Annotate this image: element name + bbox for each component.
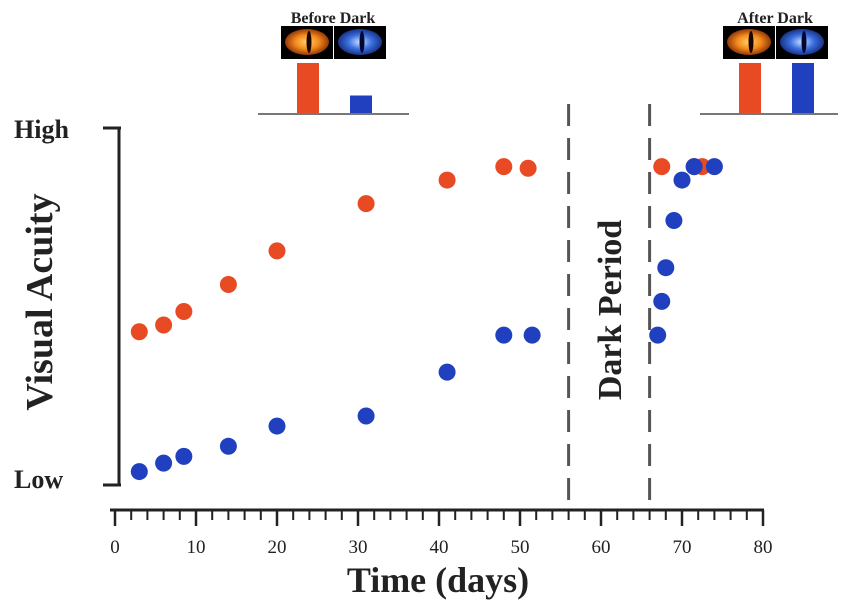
x-tick-label: 40: [430, 537, 449, 558]
y-tick-label-high: High: [14, 115, 69, 144]
point-orange: [519, 159, 537, 177]
point-blue: [685, 158, 703, 176]
point-orange: [155, 316, 173, 334]
point-blue: [665, 212, 683, 230]
inset-before-bar-orange: [297, 63, 319, 113]
point-blue: [495, 326, 513, 344]
point-blue: [155, 454, 173, 472]
x-tick-label: 30: [349, 537, 368, 558]
x-tick-label: 50: [511, 537, 530, 558]
x-tick-label: 80: [754, 537, 773, 558]
inset-after-title: After Dark: [737, 10, 813, 27]
inset-after-bar-orange: [739, 63, 761, 113]
point-orange: [653, 158, 671, 176]
x-axis-label: Time (days): [347, 560, 529, 600]
point-orange: [175, 303, 193, 320]
point-blue: [653, 292, 671, 310]
inset-after-dark: After Dark: [700, 10, 838, 115]
eye-orange-icon: [281, 26, 333, 59]
inset-before-dark: Before Dark: [258, 10, 409, 115]
point-orange: [438, 171, 456, 189]
x-tick-label: 10: [187, 537, 206, 558]
point-blue: [657, 259, 675, 277]
y-axis-label: Visual Acuity: [19, 193, 61, 410]
x-tick-label: 0: [110, 537, 120, 558]
x-tick-labels: 0 10 20 30 40 50 60 70 80: [110, 537, 772, 558]
x-ticks: [113, 510, 765, 526]
eye-blue-icon: [776, 26, 828, 59]
y-axis: High Low Visual Acuity: [14, 115, 121, 494]
x-axis: 0 10 20 30 40 50 60 70 80 Time (days): [110, 508, 773, 600]
dark-period-label: Dark Period: [592, 220, 629, 400]
point-orange: [357, 195, 375, 213]
inset-after-bar-blue: [792, 63, 814, 113]
dark-period: Dark Period: [567, 104, 652, 508]
eye-orange-icon: [723, 26, 775, 59]
x-tick-label: 60: [592, 537, 611, 558]
point-blue: [438, 363, 456, 381]
point-blue: [357, 407, 375, 425]
point-blue: [705, 158, 723, 176]
point-blue: [268, 417, 286, 435]
inset-before-bar-blue: [350, 95, 372, 113]
point-blue: [219, 437, 237, 455]
x-tick-label: 70: [673, 537, 692, 558]
point-blue: [130, 463, 148, 481]
point-orange: [268, 242, 286, 260]
point-blue: [523, 326, 541, 344]
inset-before-title: Before Dark: [291, 10, 376, 27]
x-tick-label: 20: [268, 537, 287, 558]
point-blue: [175, 447, 193, 465]
point-blue: [649, 326, 667, 344]
y-tick-label-low: Low: [14, 465, 63, 494]
point-orange: [130, 323, 148, 341]
eye-blue-icon: [334, 26, 386, 59]
data-points: [130, 158, 723, 481]
point-orange: [219, 276, 237, 294]
point-orange: [495, 158, 513, 176]
point-blue: [673, 171, 691, 189]
